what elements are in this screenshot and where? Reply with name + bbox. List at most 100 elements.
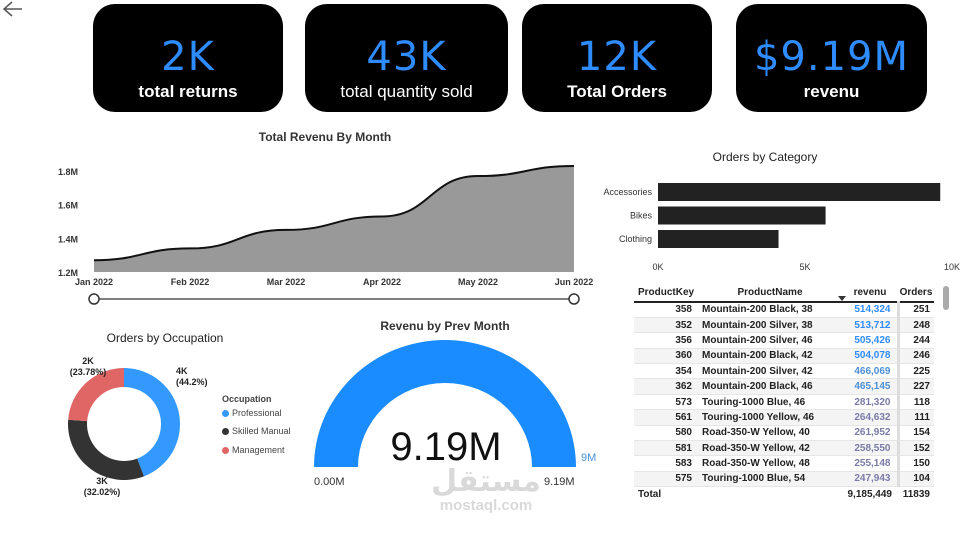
slice-percent-label: (32.02%) [84,487,121,497]
cell-productname: Mountain-200 Silver, 46 [698,332,842,349]
watermark-arabic: مستقل [431,464,541,499]
gauge-title: Revenu by Prev Month [380,319,510,333]
kpi-label: Total Orders [567,82,667,101]
cell-orders: 225 [896,363,934,380]
gauge-max-label: 9.19M [544,476,575,488]
occupation-donut-chart[interactable]: 4K(44.2%) 3K(32.02%) 2K(23.78%) [40,352,220,502]
category-bar [658,183,941,201]
cell-productkey: 573 [634,394,698,411]
legend-label: Professional [232,408,282,418]
kpi-label: total returns [138,82,238,101]
mostaql-watermark: مستقل mostaql.com [424,466,548,514]
back-arrow-icon[interactable] [0,0,24,18]
occupation-legend-title: Occupation [222,394,272,404]
slice-value-label: 2K [82,356,94,366]
slice-percent-label: (44.2%) [176,377,208,387]
table-row[interactable]: 358 Mountain-200 Black, 38 514,324 251 [634,302,934,318]
cell-orders: 227 [896,378,934,395]
cell-orders: 246 [896,348,934,365]
table-row[interactable]: 362 Mountain-200 Black, 46 465,145 227 [634,378,934,395]
header-productname[interactable]: ProductName [698,284,842,303]
x-tick-label: 10K [944,262,960,272]
legend-label: Management [232,445,285,455]
range-slider-end-handle[interactable] [568,293,580,305]
gauge-target-label: 9M [581,452,596,464]
cell-revenu: 258,550 [842,440,898,457]
y-tick-label: 1.6M [58,201,78,211]
x-tick-label: Mar 2022 [267,277,306,287]
x-tick-label: 5K [799,262,810,272]
category-chart-title: Orders by Category [712,150,818,164]
kpi-value: $9.19M [753,34,910,80]
occupation-chart-title: Orders by Occupation [106,331,224,345]
cell-orders: 154 [896,425,934,442]
cell-revenu: 465,145 [842,378,898,395]
table-row[interactable]: 354 Mountain-200 Silver, 42 466,069 225 [634,363,934,380]
cell-orders: 111 [896,409,934,426]
gauge-value: 9.19M [390,425,501,469]
cell-productname: Road-350-W Yellow, 48 [698,455,842,472]
table-row[interactable]: 580 Road-350-W Yellow, 40 261,952 154 [634,425,934,442]
kpi-card-total-returns[interactable]: 2K total returns [93,4,283,112]
cell-productkey: 354 [634,363,698,380]
table-row[interactable]: 360 Mountain-200 Black, 42 504,078 246 [634,348,934,365]
table-row[interactable]: 573 Touring-1000 Blue, 46 281,320 118 [634,394,934,411]
cell-productname: Mountain-200 Black, 38 [698,302,842,318]
donut-slice [68,419,144,480]
category-bar [658,206,826,225]
kpi-value: 43K [366,34,447,80]
table-row[interactable]: 352 Mountain-200 Silver, 38 513,712 248 [634,317,934,334]
cell-orders: 244 [896,332,934,349]
legend-label: Skilled Manual [232,426,291,436]
kpi-value: 12K [576,34,658,80]
table-row[interactable]: 583 Road-350-W Yellow, 48 255,148 150 [634,455,934,472]
x-tick-label: 0K [652,262,663,272]
donut-slice [124,368,181,477]
table-row[interactable]: 581 Road-350-W Yellow, 42 258,550 152 [634,440,934,457]
y-tick-label: 1.4M [58,234,78,244]
cell-productname: Touring-1000 Blue, 54 [698,471,842,488]
legend-item-professional[interactable]: Professional [222,408,282,418]
kpi-card-total-orders[interactable]: 12K Total Orders [522,4,712,112]
kpi-label: total quantity sold [340,82,473,101]
area-line [93,164,575,262]
table-row[interactable]: 561 Touring-1000 Yellow, 46 264,632 111 [634,409,934,426]
cell-productkey: 561 [634,409,698,426]
kpi-card-revenu[interactable]: $9.19M revenu [736,4,927,112]
revenue-gauge[interactable]: 9.19M 0.00M 9.19M 9M [300,330,610,495]
category-bar-chart[interactable]: Accessories Bikes Clothing 0K 5K 10K [590,170,970,278]
total-ord: 11839 [902,489,930,501]
cell-productkey: 583 [634,455,698,472]
legend-dot [222,409,229,417]
table-row[interactable]: 356 Mountain-200 Silver, 46 505,426 244 [634,332,934,349]
cell-productkey: 360 [634,348,698,365]
cell-revenu: 255,148 [842,455,898,472]
legend-item-skilled-manual[interactable]: Skilled Manual [222,426,291,436]
header-orders[interactable]: Orders [898,284,934,303]
gauge-arc [314,340,576,467]
cell-revenu: 504,078 [842,348,898,365]
legend-item-management[interactable]: Management [222,445,285,455]
total-name [698,487,842,503]
y-tick-label: 1.2M [58,268,78,278]
gauge-min-label: 0.00M [314,476,345,488]
range-slider-start-handle[interactable] [88,293,100,305]
cell-productname: Road-350-W Yellow, 40 [698,425,842,442]
table-scrollbar[interactable] [943,286,949,310]
table-header-row: ProductKey ProductName revenu Orders [634,284,934,303]
total-key: Total [638,489,662,501]
kpi-card-total-quantity-sold[interactable]: 43K total quantity sold [305,4,508,112]
watermark-latin: mostaql.com [439,497,533,514]
header-productkey[interactable]: ProductKey [634,284,698,303]
x-tick-label: May 2022 [458,277,498,287]
cell-orders: 150 [896,455,934,472]
header-revenu[interactable]: revenu [842,284,898,303]
product-table[interactable]: ProductKey ProductName revenu Orders 358… [634,284,934,503]
table-row[interactable]: 575 Touring-1000 Blue, 54 247,943 104 [634,471,934,488]
cell-productname: Road-350-W Yellow, 42 [698,440,842,457]
sort-descending-icon[interactable] [838,296,846,302]
category-bar [658,230,779,248]
x-tick-label: Apr 2022 [363,277,401,287]
cell-productkey: 352 [634,317,698,334]
